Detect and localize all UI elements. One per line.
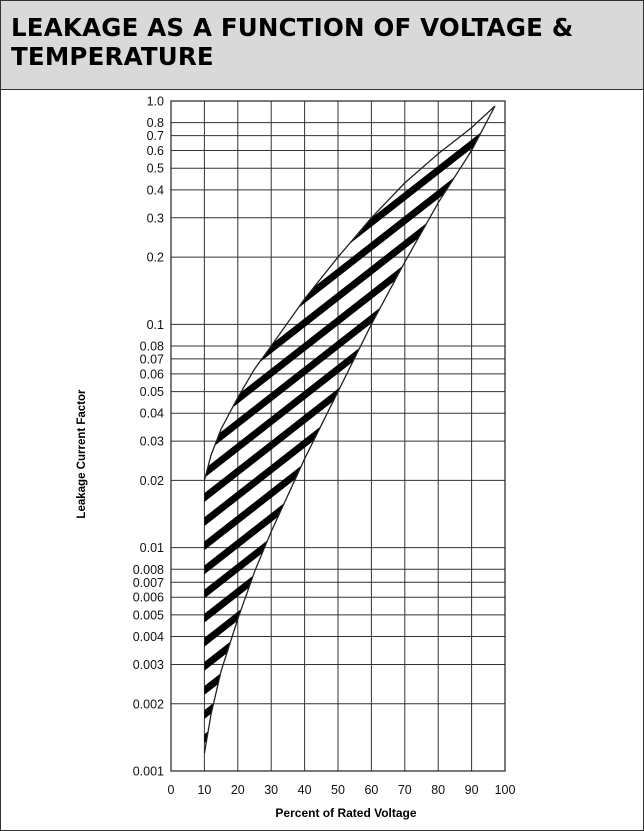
- y-tick-label: 0.3: [147, 211, 164, 225]
- y-tick-label: 0.2: [147, 251, 164, 265]
- y-tick-label: 0.6: [147, 144, 164, 158]
- x-tick-label: 70: [398, 783, 412, 797]
- y-tick-labels: 0.001 0.002 0.003 0.004 0.005 0.0060.0070.008…: [133, 95, 164, 779]
- y-tick-label: 0.06: [140, 367, 164, 381]
- y-tick-label: 0.8: [147, 116, 164, 130]
- x-tick-label: 100: [495, 783, 516, 797]
- plot-border: [170, 100, 506, 772]
- y-tick-label: 0.04: [140, 407, 164, 421]
- x-tick-label: 90: [465, 783, 479, 797]
- x-tick-label: 30: [264, 783, 278, 797]
- x-tick-labels: 0 10 20 30 40 50 60 70 80 90 100: [168, 783, 516, 797]
- x-tick-label: 0: [168, 783, 175, 797]
- leakage-chart: 0.001 0.002 0.003 0.004 0.005 0.0060.0070.008…: [133, 95, 516, 798]
- x-tick-label: 80: [431, 783, 445, 797]
- band-hatch-fill: [204, 106, 495, 754]
- y-tick-label: 0.007: [133, 576, 164, 590]
- y-tick-label: 1.0: [147, 95, 164, 109]
- y-tick-label: 0.004: [133, 630, 164, 644]
- axes: [170, 100, 506, 772]
- leakage-band: [203, 105, 496, 754]
- chart-title: LEAKAGE AS A FUNCTION OF VOLTAGE & TEMPE…: [11, 13, 574, 71]
- band-lower-curve: [203, 105, 496, 754]
- x-tick-label: 10: [197, 783, 211, 797]
- y-tick-label: 0.1: [147, 318, 164, 332]
- x-axis-label: Percent of Rated Voltage: [275, 806, 417, 820]
- x-tick-label: 60: [364, 783, 378, 797]
- x-tick-label: 40: [298, 783, 312, 797]
- x-tick-label: 50: [331, 783, 345, 797]
- y-tick-label: 0.006: [133, 591, 164, 605]
- band-upper-curve: [203, 105, 496, 481]
- y-tick-label: 0.003: [133, 658, 164, 672]
- y-tick-label: 0.07: [140, 352, 164, 366]
- y-tick-label: 0.5: [147, 162, 164, 176]
- header-bar: LEAKAGE AS A FUNCTION OF VOLTAGE & TEMPE…: [1, 1, 643, 90]
- y-tick-label: 0.05: [140, 385, 164, 399]
- y-tick-label: 0.01: [140, 541, 164, 555]
- y-tick-label: 0.08: [140, 339, 164, 353]
- y-tick-label: 0.005: [133, 608, 164, 622]
- y-tick-label: 0.7: [147, 129, 164, 143]
- y-tick-label: 0.4: [147, 183, 164, 197]
- y-tick-label: 0.03: [140, 435, 164, 449]
- y-tick-label: 0.001: [133, 765, 164, 779]
- y-tick-label: 0.02: [140, 474, 164, 488]
- x-tick-label: 20: [231, 783, 245, 797]
- y-axis-label: Leakage Current Factor: [76, 389, 88, 519]
- y-tick-label: 0.002: [133, 697, 164, 711]
- y-tick-label: 0.008: [133, 563, 164, 577]
